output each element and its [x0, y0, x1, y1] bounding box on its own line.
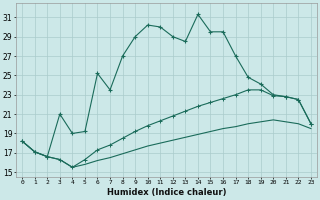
X-axis label: Humidex (Indice chaleur): Humidex (Indice chaleur): [107, 188, 226, 197]
